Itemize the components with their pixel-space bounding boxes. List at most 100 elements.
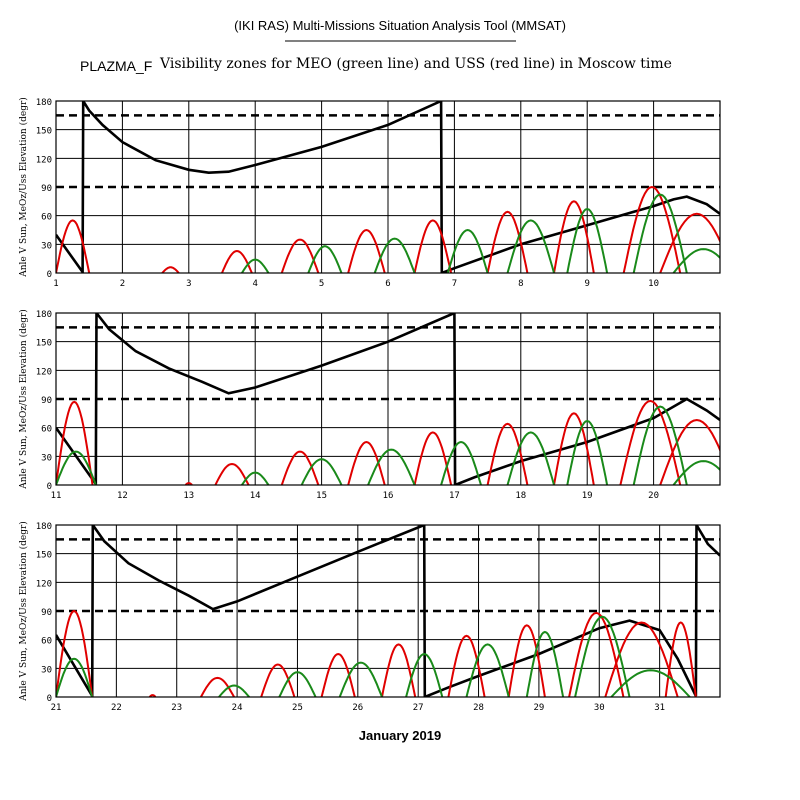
series-uss-pass: [413, 219, 453, 273]
series-meo-pass: [405, 652, 444, 697]
x-tick-label: 22: [111, 703, 122, 713]
y-tick-label: 150: [36, 127, 52, 137]
y-axis-label: Anle V Sun, MeOz/Uss Elevation (degr): [18, 97, 29, 278]
x-tick-label: 27: [413, 703, 424, 713]
x-tick-label: 20: [648, 491, 659, 501]
series-meo-pass: [506, 219, 555, 273]
x-tick-label: 13: [183, 491, 194, 501]
x-tick-label: 28: [473, 703, 484, 713]
y-tick-label: 30: [41, 453, 52, 463]
series-uss-pass: [659, 212, 720, 273]
series-meo-pass: [440, 440, 482, 485]
series-uss-pass: [604, 621, 679, 697]
y-tick-label: 0: [47, 270, 52, 280]
x-tick-label: 21: [51, 703, 62, 713]
series-meo-pass: [241, 258, 270, 273]
series-uss-pass: [56, 400, 94, 485]
x-tick-label: 10: [648, 279, 659, 289]
y-tick-label: 120: [36, 367, 52, 377]
series-meo-pass: [373, 237, 416, 273]
mission-label: PLAZMA_F: [80, 58, 152, 74]
y-tick-label: 90: [41, 396, 52, 406]
x-tick-label: 16: [383, 491, 394, 501]
series-sun-angle-line: [56, 313, 720, 485]
series-meo-pass: [672, 248, 720, 273]
y-tick-label: 60: [41, 213, 52, 223]
panel-2: 0 30 60 90 120 150 180 11 12 13 14 15 16 17 18 19 20 Anle…: [18, 309, 721, 501]
series-uss-pass: [56, 219, 91, 273]
x-tick-label: 14: [250, 491, 261, 501]
x-tick-label: 25: [292, 703, 303, 713]
series-uss-pass: [447, 634, 486, 697]
x-tick-label: 19: [582, 491, 593, 501]
series-meo-pass: [632, 405, 688, 485]
y-tick-label: 0: [47, 482, 52, 492]
tool-title: (IKI RAS) Multi-Missions Situation Analy…: [234, 18, 566, 33]
x-tick-label: 7: [452, 279, 457, 289]
x-tick-label: 9: [584, 279, 589, 289]
x-tick-label: 18: [515, 491, 526, 501]
plot-frame: [55, 312, 721, 486]
x-tick-label: 3: [186, 279, 191, 289]
series-uss-pass: [260, 663, 296, 697]
series-uss-pass: [664, 621, 697, 697]
series-meo-pass: [56, 450, 97, 485]
series-meo-pass: [300, 458, 343, 485]
y-tick-label: 150: [36, 339, 52, 349]
x-tick-label: 2: [120, 279, 125, 289]
y-tick-label: 180: [36, 310, 52, 320]
series-meo-pass: [465, 643, 510, 697]
series-uss-pass: [553, 412, 595, 485]
series-meo-pass: [610, 669, 691, 697]
panel-1: 0 30 60 90 120 150 180 1 2 3 4 5 6 7 8 9 10 Anle V Sun, M…: [18, 97, 721, 289]
series-uss-pass: [619, 399, 682, 485]
y-tick-label: 30: [41, 241, 52, 251]
series-uss-pass: [507, 624, 546, 697]
series-uss-pass: [280, 450, 320, 485]
series-uss-pass: [56, 609, 94, 697]
series-uss-pass: [381, 643, 417, 697]
series-uss-pass: [568, 611, 625, 697]
y-axis-label: Anle V Sun, MeOz/Uss Elevation (degr): [18, 521, 29, 702]
series-uss-pass: [553, 200, 595, 273]
x-tick-label: 8: [518, 279, 523, 289]
series-meo-pass: [367, 448, 416, 485]
series-meo-pass: [56, 657, 94, 697]
x-tick-label: 15: [316, 491, 327, 501]
x-tick-label: 30: [594, 703, 605, 713]
y-axis-label: Anle V Sun, MeOz/Uss Elevation (degr): [18, 309, 29, 490]
plot-frame: [55, 524, 721, 698]
series-meo-pass: [218, 684, 250, 697]
series-meo-pass: [566, 207, 609, 273]
series-uss-pass: [148, 694, 157, 697]
x-tick-label: 23: [171, 703, 182, 713]
x-axis-label: January 2019: [359, 728, 441, 743]
series-uss-pass: [280, 238, 320, 273]
series-uss-pass: [486, 422, 529, 485]
series-meo-pass: [574, 615, 631, 697]
series-meo-pass: [241, 471, 270, 485]
y-tick-label: 30: [41, 665, 52, 675]
x-tick-label: 31: [654, 703, 665, 713]
y-tick-label: 90: [41, 608, 52, 618]
series-meo-pass: [278, 671, 317, 697]
x-tick-label: 26: [352, 703, 363, 713]
y-tick-label: 60: [41, 637, 52, 647]
series-uss-pass: [161, 266, 180, 273]
series-meo-pass: [566, 419, 609, 485]
x-tick-label: 4: [252, 279, 257, 289]
y-tick-label: 120: [36, 579, 52, 589]
series-sun-angle-line: [56, 525, 720, 697]
series-uss-pass: [486, 210, 529, 273]
y-tick-label: 0: [47, 694, 52, 704]
y-tick-label: 90: [41, 184, 52, 194]
series-uss-pass: [413, 431, 453, 485]
series-uss-pass: [221, 249, 253, 273]
series-meo-pass: [632, 193, 688, 273]
series-meo-pass: [307, 245, 343, 273]
y-tick-label: 120: [36, 155, 52, 165]
x-tick-label: 29: [533, 703, 544, 713]
series-meo-pass: [525, 630, 565, 697]
series-uss-pass: [184, 482, 193, 485]
